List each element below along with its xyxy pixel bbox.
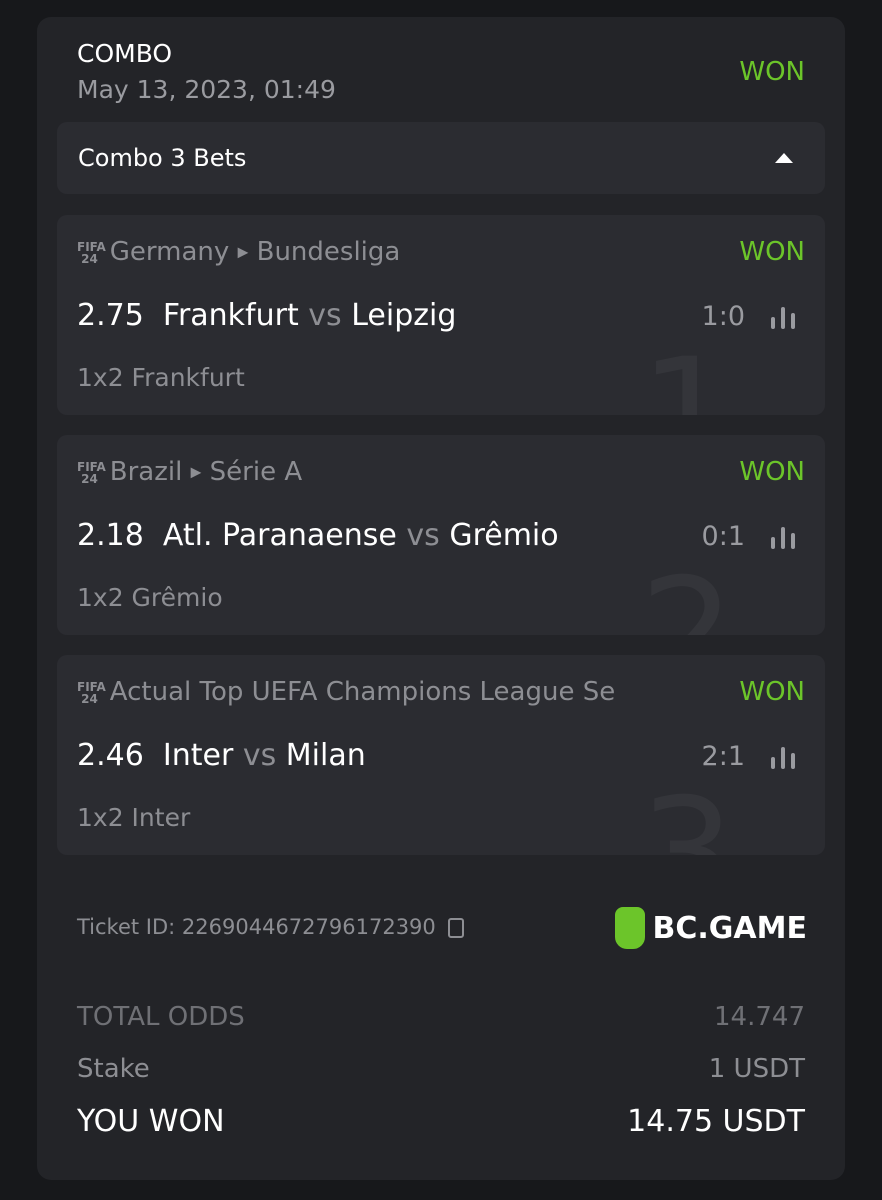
ticket-id-text: Ticket ID: 2269044672796172390 [77, 915, 436, 939]
match: 2.18 Atl. Paranaense vs Grêmio [77, 518, 559, 553]
league: Série A [209, 457, 303, 487]
stake-row: Stake 1 USDT [77, 1054, 805, 1084]
logo-mark-icon [614, 907, 645, 949]
pick: 1x2 Grêmio [77, 583, 223, 612]
won-row: YOU WON 14.75 USDT [77, 1104, 805, 1139]
brand-name: BC.GAME [652, 910, 807, 946]
country: Germany [109, 237, 230, 267]
away-team: Leipzig [351, 298, 457, 333]
bet-date: May 13, 2023, 01:49 [77, 75, 336, 104]
pick: 1x2 Frankfurt [77, 363, 245, 392]
pick: 1x2 Inter [77, 803, 191, 832]
stats-icon[interactable] [771, 527, 797, 549]
score: 2:1 [701, 741, 745, 772]
leg-number: 3 [639, 767, 735, 855]
copy-icon[interactable] [447, 918, 464, 938]
match: 2.75 Frankfurt vs Leipzig [77, 298, 456, 333]
leg-status: WON [739, 677, 805, 707]
country: Brazil [109, 457, 183, 487]
total-odds-row: TOTAL ODDS 14.747 [77, 1002, 805, 1032]
stake-value: 1 USDT [708, 1054, 805, 1084]
status-badge: WON [739, 57, 805, 87]
odds: 2.46 [77, 738, 144, 773]
stats-icon[interactable] [771, 307, 797, 329]
fifa-24-icon: FIFA 24 [77, 459, 106, 486]
leg-number: 2 [639, 547, 735, 635]
home-team: Frankfurt [162, 298, 299, 333]
odds: 2.75 [77, 298, 144, 333]
combo-label: Combo 3 Bets [78, 144, 247, 172]
away-team: Grêmio [449, 518, 559, 553]
vs: vs [308, 298, 342, 333]
chevron-right-icon: ▶ [190, 464, 202, 481]
stats-icon[interactable] [771, 747, 797, 769]
league-path: FIFA 24 Germany ▶ Bundesliga [77, 237, 717, 267]
chevron-right-icon: ▶ [237, 244, 249, 261]
total-odds-value: 14.747 [714, 1002, 805, 1032]
score: 0:1 [701, 521, 745, 552]
away-team: Milan [285, 738, 366, 773]
vs: vs [406, 518, 440, 553]
bet-leg[interactable]: 2 FIFA 24 Brazil ▶ Série A WON 2.18 Atl. … [57, 435, 825, 635]
bet-leg[interactable]: 1 FIFA 24 Germany ▶ Bundesliga WON 2.75 F… [57, 215, 825, 415]
bet-leg[interactable]: 3 FIFA 24 Actual Top UEFA Champions Leagu… [57, 655, 825, 855]
won-value: 14.75 USDT [627, 1104, 805, 1139]
caret-up-icon [775, 153, 793, 163]
vs: vs [242, 738, 277, 773]
fifa-24-icon: FIFA 24 [77, 679, 106, 706]
home-team: Atl. Paranaense [162, 518, 397, 553]
score: 1:0 [701, 301, 745, 332]
league: Bundesliga [256, 237, 401, 267]
bet-type: COMBO [77, 39, 173, 68]
odds: 2.18 [77, 518, 144, 553]
home-team: Inter [162, 738, 234, 773]
ticket-id: Ticket ID: 2269044672796172390 [77, 915, 464, 939]
leg-number: 1 [639, 327, 735, 415]
match: 2.46 Inter vs Milan [77, 738, 366, 773]
stake-label: Stake [77, 1054, 150, 1084]
leg-status: WON [739, 237, 805, 267]
league-path: FIFA 24 Brazil ▶ Série A [77, 457, 717, 487]
fifa-24-icon: FIFA 24 [77, 239, 106, 266]
league-path: FIFA 24 Actual Top UEFA Champions League … [77, 677, 717, 707]
leg-status: WON [739, 457, 805, 487]
brand-logo: BC.GAME [614, 907, 807, 949]
league: Actual Top UEFA Champions League Se [109, 677, 616, 707]
combo-toggle[interactable]: Combo 3 Bets [57, 122, 825, 194]
total-odds-label: TOTAL ODDS [77, 1002, 245, 1032]
bet-card: COMBO May 13, 2023, 01:49 WON Combo 3 Be… [37, 17, 845, 1180]
won-label: YOU WON [77, 1104, 225, 1139]
